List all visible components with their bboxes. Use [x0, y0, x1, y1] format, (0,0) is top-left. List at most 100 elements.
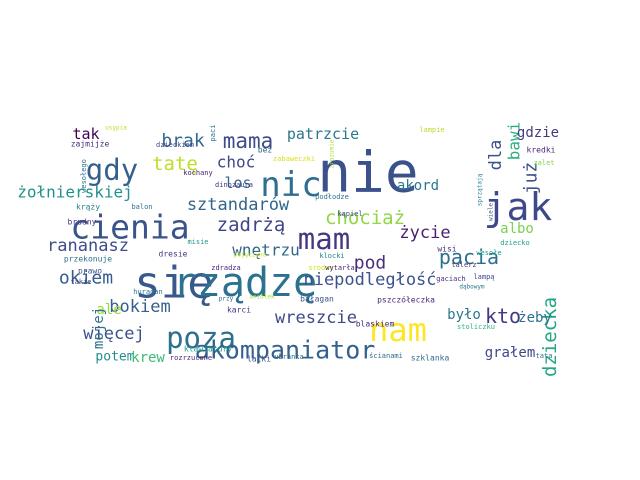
- word-5: poza: [166, 321, 236, 355]
- word-94: ścianami: [369, 352, 403, 360]
- word-58: wesołego: [80, 159, 88, 193]
- word-14: wnętrzu: [232, 241, 299, 260]
- word-53: zrozumie: [329, 139, 336, 168]
- word-16: niepodległość: [303, 270, 436, 290]
- word-30: gdzie: [517, 125, 559, 141]
- word-13: pacia: [439, 245, 499, 269]
- word-68: dresie: [159, 250, 188, 259]
- word-86: pszczółeczka: [377, 295, 435, 305]
- word-15: okiem: [59, 268, 113, 289]
- word-17: dziecka: [539, 297, 561, 377]
- word-62: wiele: [488, 203, 495, 221]
- word-49: dzieckiem: [156, 141, 194, 149]
- word-60: podłodze: [315, 193, 349, 201]
- word-25: choć: [217, 153, 256, 172]
- word-28: dla: [486, 140, 506, 171]
- word-35: albo: [500, 221, 534, 237]
- word-7: cienia: [70, 208, 189, 247]
- word-79: prawo: [78, 267, 102, 276]
- word-85: bałagan: [300, 295, 334, 304]
- word-21: sztandarów: [187, 195, 290, 215]
- word-89: klawiatury: [184, 345, 232, 354]
- word-55: zalet: [533, 159, 554, 167]
- word-48: zajmijże: [71, 140, 110, 149]
- word-1: jak: [484, 185, 553, 229]
- word-39: ale: [96, 302, 121, 318]
- word-20: życie: [399, 223, 450, 243]
- word-40: więcej: [83, 324, 144, 344]
- word-24: brak: [161, 131, 205, 152]
- word-50: paci: [209, 125, 217, 142]
- word-19: zadrżą: [217, 214, 286, 236]
- word-70: wisi: [437, 245, 456, 254]
- word-9: nic: [260, 165, 321, 205]
- word-3: rządzę: [173, 260, 318, 306]
- word-33: los: [224, 174, 251, 192]
- word-31: tak: [72, 125, 99, 143]
- word-59: dinozaura: [215, 181, 253, 189]
- word-71: dziecko: [500, 239, 530, 247]
- word-11: mama: [223, 129, 274, 153]
- word-26: patrzcie: [287, 125, 359, 143]
- word-65: kąpiel: [337, 210, 362, 218]
- word-93: ubranka: [274, 353, 304, 361]
- word-38: bokiem: [109, 297, 170, 317]
- word-51: bez: [258, 146, 273, 155]
- word-84: aniołek: [249, 294, 275, 301]
- word-6: akompaniator: [195, 336, 376, 365]
- word-42: potem: [95, 350, 134, 365]
- word-34: pod: [354, 253, 387, 274]
- word-77: wytarła: [325, 264, 355, 272]
- word-37: wreszcie: [275, 308, 357, 328]
- word-32: akord: [397, 178, 439, 194]
- word-47: usypia: [105, 125, 127, 132]
- word-46: grałem: [485, 345, 536, 361]
- word-92: lalki: [247, 355, 271, 364]
- word-56: kredki: [527, 146, 556, 155]
- word-91: rozrzucone: [170, 354, 212, 362]
- word-90: blaskiem: [356, 320, 395, 329]
- word-73: talerz: [451, 261, 476, 269]
- word-4: nam: [369, 311, 427, 349]
- word-63: krąży: [76, 203, 100, 212]
- word-12: chociaż: [325, 207, 405, 229]
- word-69: klocki: [319, 252, 344, 260]
- word-78: lampą: [473, 273, 494, 281]
- word-67: misie: [187, 238, 208, 246]
- word-27: już: [521, 162, 542, 195]
- word-72: wesołe: [476, 249, 501, 257]
- word-96: tata: [536, 352, 553, 360]
- word-44: było: [447, 307, 481, 323]
- word-10: gdy: [86, 153, 138, 187]
- word-95: szklanka: [411, 354, 450, 363]
- word-81: takie: [70, 278, 91, 286]
- word-36: kto: [485, 304, 521, 328]
- word-54: lampie: [419, 126, 444, 134]
- word-61: sprzątają: [477, 173, 484, 206]
- word-2: się: [134, 258, 213, 309]
- word-83: przy: [219, 296, 234, 303]
- word-23: tatę: [152, 153, 198, 175]
- word-66: brudny: [68, 218, 97, 227]
- word-0: nie: [317, 141, 418, 206]
- word-64: balon: [131, 203, 152, 211]
- word-76: srodze: [308, 264, 333, 272]
- word-29: bawi: [505, 122, 524, 161]
- word-43: krew: [131, 350, 165, 366]
- word-80: gaciach: [436, 275, 466, 283]
- word-8: mam: [298, 222, 350, 256]
- word-18: rananasz: [47, 236, 129, 256]
- word-22: żołnierskiej: [17, 183, 133, 202]
- word-98: pajęczyna: [234, 252, 267, 259]
- word-82: huragan: [133, 288, 163, 296]
- word-45: żeby: [518, 310, 552, 326]
- word-97: dąbowym: [459, 284, 485, 291]
- word-52: zabaweczki: [273, 155, 315, 163]
- word-87: karci: [227, 306, 251, 315]
- word-74: przekonuje: [64, 255, 112, 264]
- word-88: stoliczku: [457, 323, 495, 331]
- word-75: zdradza: [211, 264, 241, 272]
